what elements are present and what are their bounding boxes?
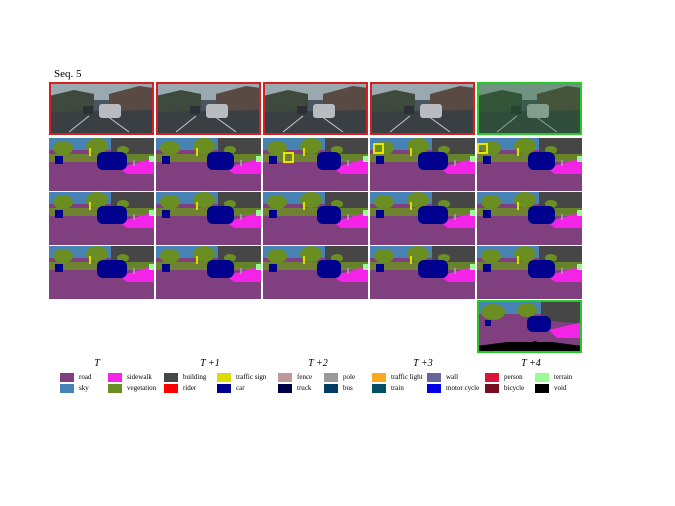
legend-label: sky: [79, 384, 89, 392]
segmentation-prediction: [49, 138, 154, 191]
segmentation-prediction: [156, 192, 261, 245]
segmentation-prediction: [263, 246, 368, 299]
legend-label: vegetation: [127, 384, 157, 392]
legend-swatch: [372, 383, 386, 393]
legend-label: truck: [297, 384, 312, 392]
segmentation-prediction: [370, 192, 475, 245]
legend-swatch: [108, 372, 122, 382]
legend-item-wall: wall: [427, 372, 458, 382]
segmentation-prediction: [477, 192, 582, 245]
legend-swatch: [60, 383, 74, 393]
column-label-t2: T +2: [308, 358, 328, 369]
legend-label: train: [391, 384, 404, 392]
input-frame-image: [156, 82, 261, 135]
input-frame-image: [49, 82, 154, 135]
legend-item-person: person: [485, 372, 523, 382]
legend-item-bicycle: bicycle: [485, 383, 524, 393]
legend-swatch: [278, 383, 292, 393]
legend-swatch: [164, 372, 178, 382]
legend-label: rider: [183, 384, 197, 392]
legend-swatch: [427, 383, 441, 393]
legend-item-sky: sky: [60, 383, 89, 393]
legend-item-traffic-light: traffic light: [372, 372, 423, 382]
legend-item-road: road: [60, 372, 91, 382]
legend-item-terrain: terrain: [535, 372, 572, 382]
segmentation-prediction: [156, 246, 261, 299]
highlight-marker: [283, 152, 294, 163]
input-frame-image: [263, 82, 368, 135]
ground-truth-segmentation: [477, 300, 582, 353]
legend-label: wall: [446, 373, 459, 381]
segmentation-prediction: [49, 192, 154, 245]
legend-item-car: car: [217, 383, 245, 393]
legend-swatch: [485, 383, 499, 393]
highlight-marker: [477, 143, 488, 154]
legend-label: fence: [297, 373, 313, 381]
legend-item-rider: rider: [164, 383, 196, 393]
column-label-t4: T +4: [521, 358, 541, 369]
legend-label: person: [504, 373, 523, 381]
legend-item-void: void: [535, 383, 566, 393]
legend-item-pole: pole: [324, 372, 355, 382]
target-frame-image: [477, 82, 582, 135]
legend-swatch: [324, 383, 338, 393]
legend-label: void: [554, 384, 567, 392]
legend-label: bus: [343, 384, 353, 392]
column-label-t3: T +3: [413, 358, 433, 369]
legend-swatch: [535, 383, 549, 393]
legend-item-bus: bus: [324, 383, 353, 393]
legend-swatch: [278, 372, 292, 382]
legend-label: pole: [343, 373, 356, 381]
sequence-title: Seq. 5: [54, 68, 82, 80]
legend-label: terrain: [554, 373, 573, 381]
legend-item-motor-cycle: motor cycle: [427, 383, 479, 393]
legend-item-truck: truck: [278, 383, 311, 393]
legend-swatch: [485, 372, 499, 382]
legend-swatch: [217, 372, 231, 382]
legend-swatch: [427, 372, 441, 382]
column-label-t1: T +1: [200, 358, 220, 369]
legend-label: traffic sign: [236, 373, 267, 381]
highlight-marker: [373, 143, 384, 154]
segmentation-prediction: [263, 138, 368, 191]
legend-item-fence: fence: [278, 372, 312, 382]
legend-swatch: [217, 383, 231, 393]
legend-swatch: [108, 383, 122, 393]
legend-label: bicycle: [504, 384, 525, 392]
segmentation-prediction: [156, 138, 261, 191]
legend-item-traffic-sign: traffic sign: [217, 372, 266, 382]
legend-label: building: [183, 373, 207, 381]
legend-swatch: [535, 372, 549, 382]
segmentation-prediction: [370, 246, 475, 299]
legend-item-vegetation: vegetation: [108, 383, 156, 393]
segmentation-prediction: [263, 192, 368, 245]
legend-swatch: [324, 372, 338, 382]
segmentation-prediction: [49, 246, 154, 299]
legend-label: traffic light: [391, 373, 423, 381]
legend-swatch: [60, 372, 74, 382]
legend-label: road: [79, 373, 92, 381]
legend-swatch: [164, 383, 178, 393]
segmentation-prediction: [370, 138, 475, 191]
legend-label: sidewalk: [127, 373, 152, 381]
legend-item-sidewalk: sidewalk: [108, 372, 152, 382]
segmentation-prediction: [477, 246, 582, 299]
legend-item-building: building: [164, 372, 206, 382]
input-frame-image: [370, 82, 475, 135]
legend-label: motor cycle: [446, 384, 480, 392]
legend-item-train: train: [372, 383, 404, 393]
legend-label: car: [236, 384, 245, 392]
legend-swatch: [372, 372, 386, 382]
column-label-t: T: [94, 358, 100, 369]
segmentation-prediction: [477, 138, 582, 191]
